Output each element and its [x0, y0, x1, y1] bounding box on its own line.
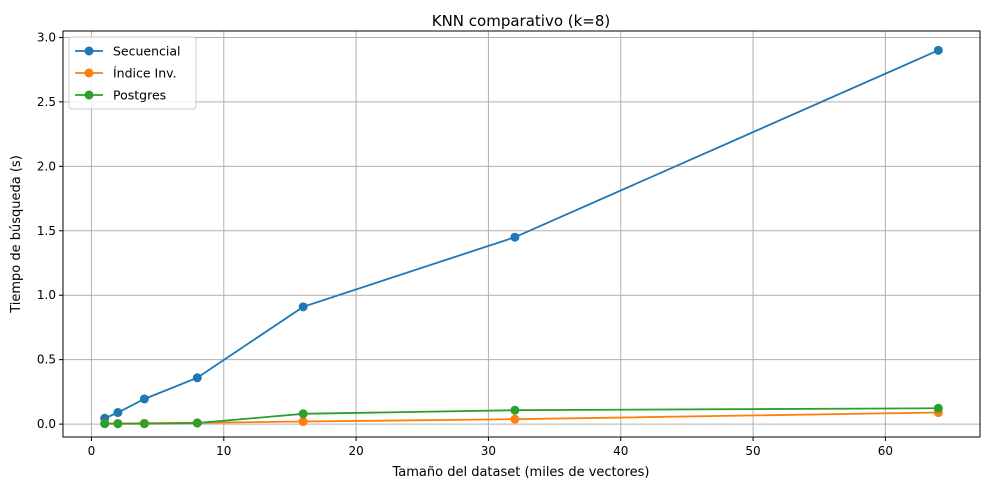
grid-lines	[63, 31, 980, 437]
data-point	[139, 419, 149, 429]
y-tick-label: 0.5	[37, 353, 56, 367]
x-tick-label: 40	[613, 444, 628, 458]
x-axis-label: Tamaño del dataset (miles de vectores)	[391, 465, 649, 480]
x-tick-label: 10	[216, 444, 231, 458]
x-axis-ticks: 0 10 20 30 40 50 60	[88, 437, 893, 458]
data-point	[139, 394, 149, 404]
legend-box	[68, 36, 197, 110]
data-point	[933, 45, 943, 55]
x-tick-label: 50	[745, 444, 760, 458]
data-point	[298, 417, 308, 427]
legend-label: Secuencial	[113, 44, 181, 59]
data-point	[510, 414, 520, 424]
x-tick-label: 20	[348, 444, 363, 458]
legend-label: Índice Inv.	[113, 66, 177, 81]
data-point	[192, 373, 202, 383]
y-axis-label: Tiempo de búsqueda (s)	[9, 155, 24, 314]
legend-marker	[84, 46, 94, 56]
y-axis-ticks: 0.0 0.5 1.0 1.5 2.0 2.5 3.0	[37, 30, 63, 431]
data-point	[510, 232, 520, 242]
data-point	[298, 302, 308, 312]
data-point	[298, 409, 308, 419]
plot-series	[100, 45, 943, 429]
x-tick-label: 60	[878, 444, 893, 458]
y-tick-label: 1.5	[37, 224, 56, 238]
y-tick-label: 2.0	[37, 159, 56, 173]
data-point	[933, 403, 943, 413]
plot-frame	[62, 30, 981, 438]
data-point	[192, 418, 202, 428]
legend-label: Postgres	[113, 88, 166, 103]
x-tick-label: 0	[88, 444, 96, 458]
y-tick-label: 3.0	[37, 30, 56, 44]
x-tick-label: 30	[481, 444, 496, 458]
legend-marker	[84, 68, 94, 78]
chart-title: KNN comparativo (k=8)	[432, 12, 611, 30]
legend: Secuencial Índice Inv. Postgres	[68, 36, 197, 110]
data-point	[113, 408, 123, 418]
data-point	[100, 419, 110, 429]
y-tick-label: 0.0	[37, 417, 56, 431]
data-point	[113, 419, 123, 429]
y-tick-label: 2.5	[37, 95, 56, 109]
legend-marker	[84, 90, 94, 100]
data-point	[510, 405, 520, 415]
y-tick-label: 1.0	[37, 288, 56, 302]
